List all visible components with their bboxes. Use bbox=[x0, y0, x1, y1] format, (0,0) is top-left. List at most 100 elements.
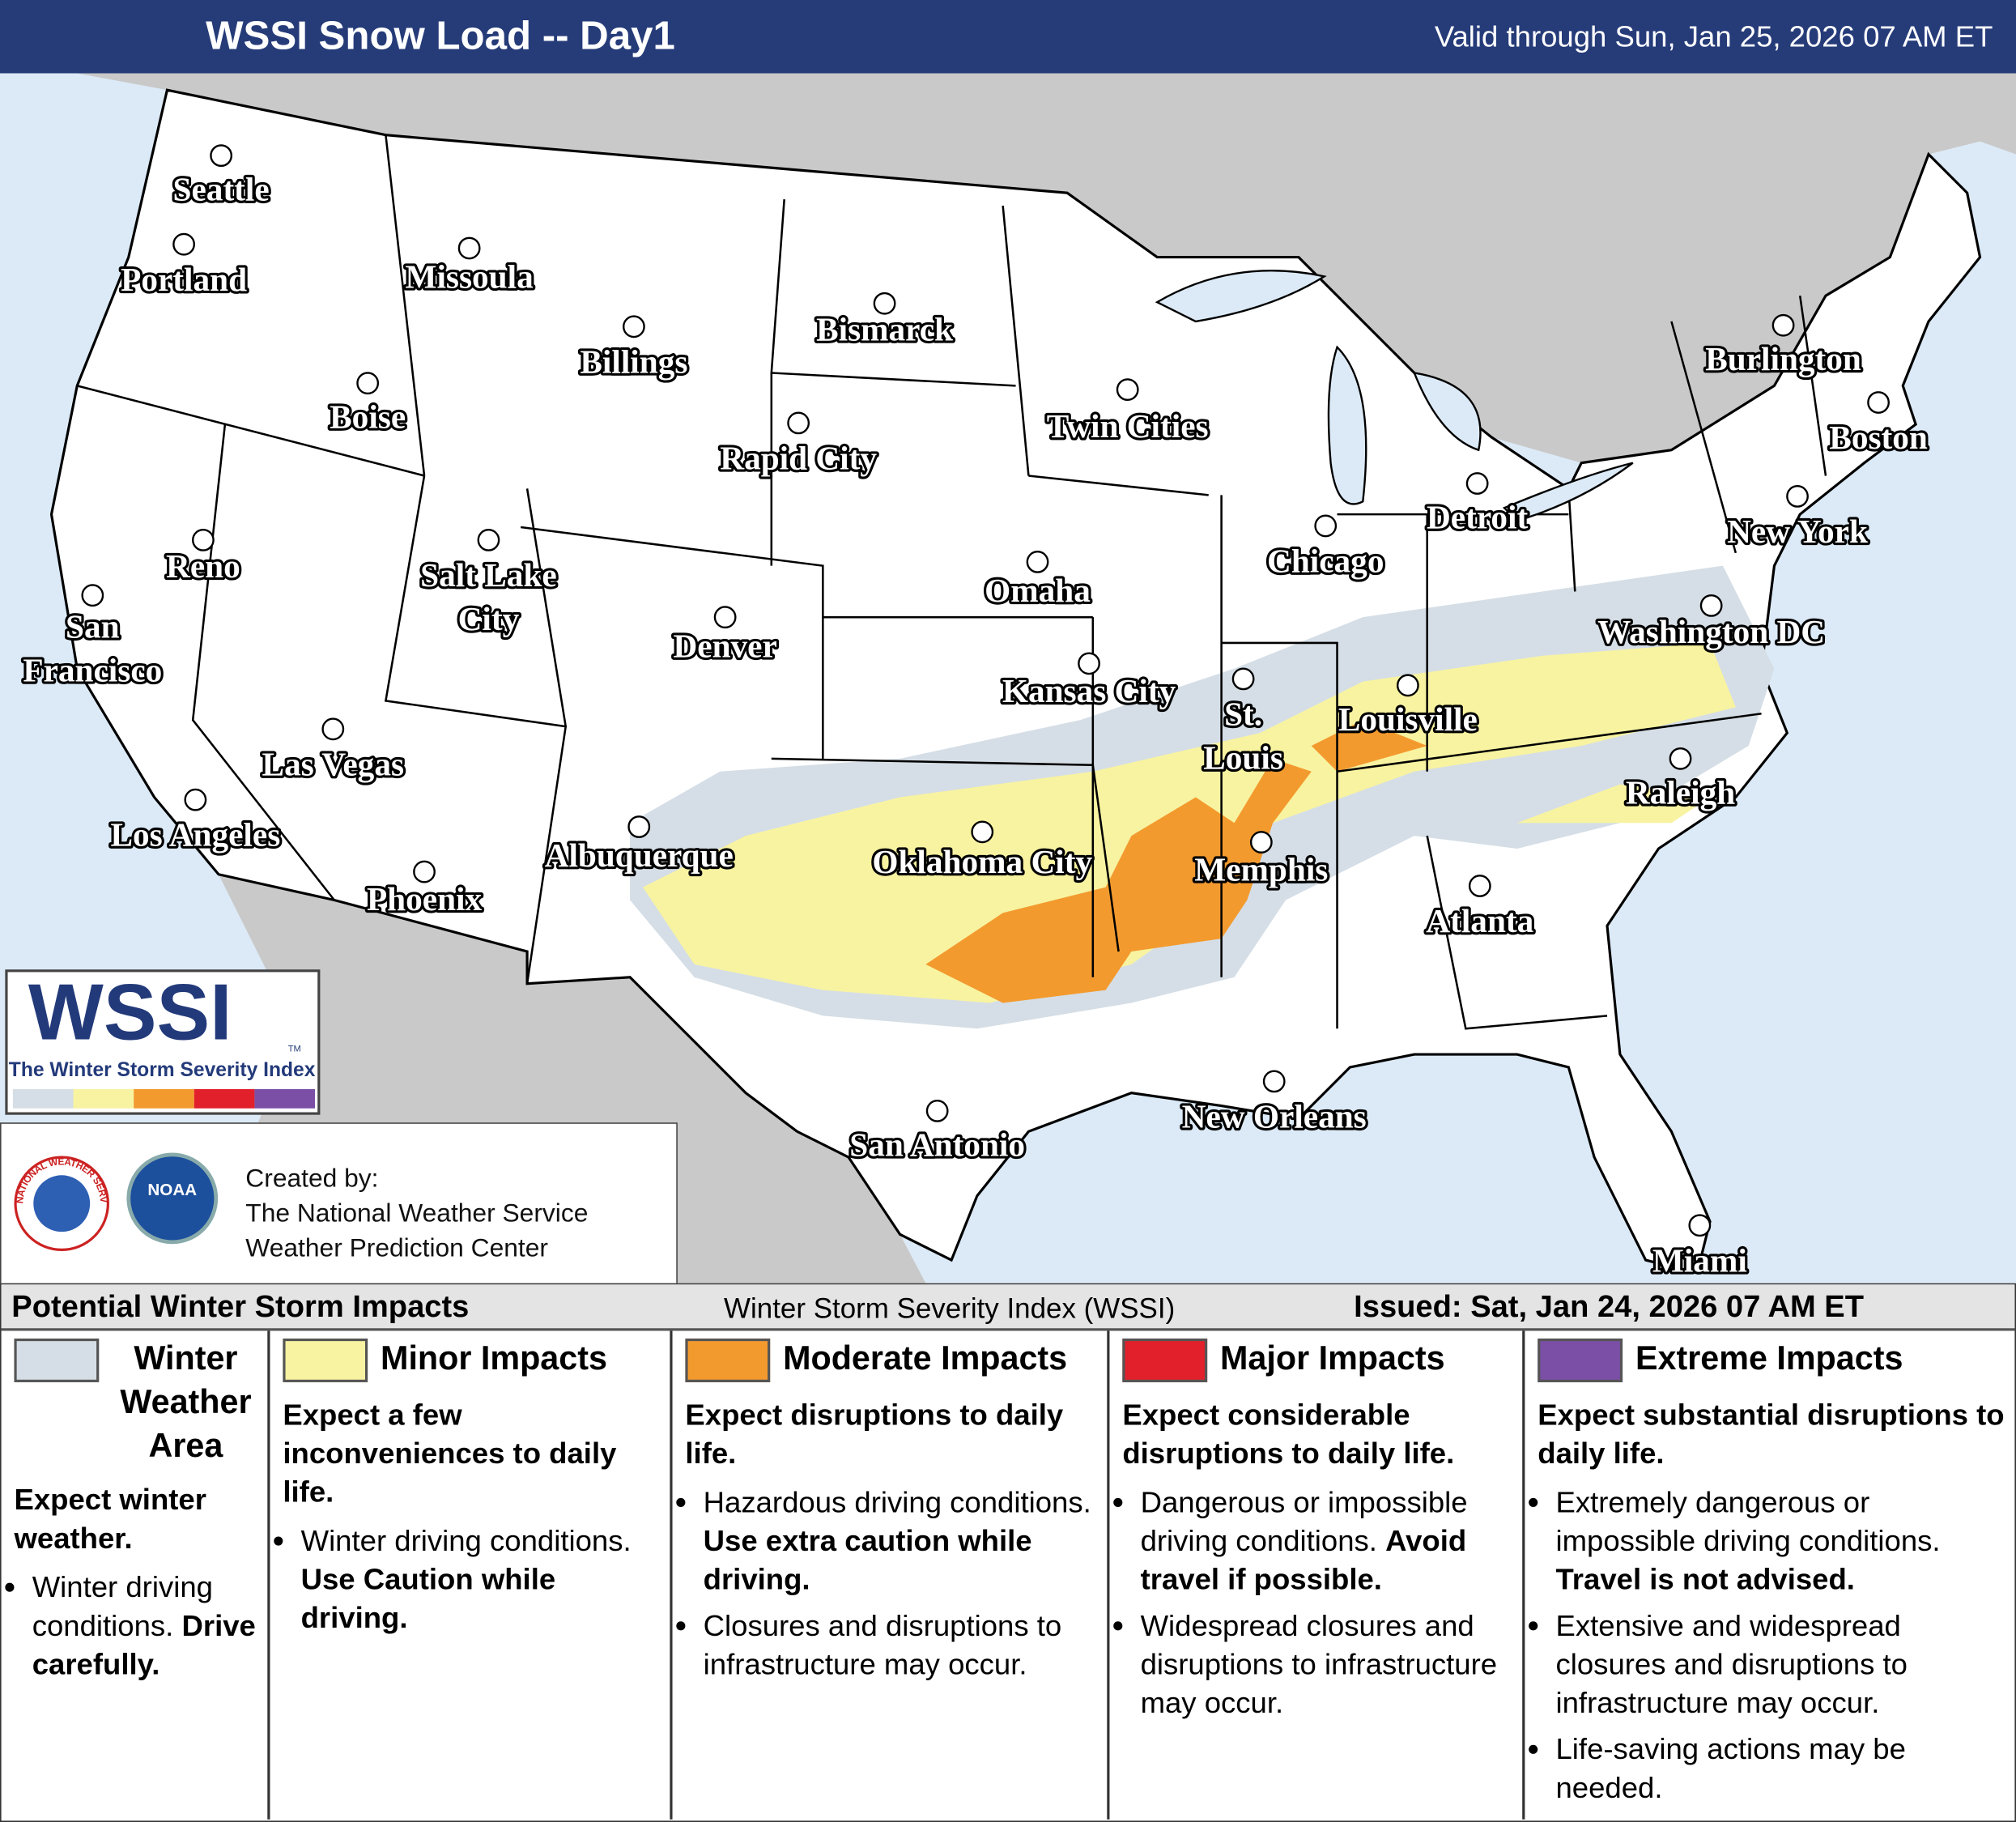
legend-bullet: Dangerous or impossible driving conditio… bbox=[1141, 1483, 1515, 1599]
city-label: San bbox=[66, 608, 120, 645]
city-marker bbox=[925, 1100, 949, 1122]
lake bbox=[1502, 462, 1634, 522]
legend-key: Major Impacts bbox=[1122, 1338, 1514, 1382]
legend-swatch bbox=[283, 1338, 368, 1382]
state-line bbox=[1567, 488, 1576, 592]
noaa-seal bbox=[126, 1152, 219, 1245]
city-label: Phoenix bbox=[367, 880, 483, 917]
city-label: Rapid City bbox=[720, 440, 877, 477]
city-marker bbox=[1468, 875, 1491, 897]
state-line bbox=[191, 424, 335, 901]
legend-bullets: Winter driving conditions. Use Caution w… bbox=[283, 1521, 661, 1637]
city-marker bbox=[1699, 594, 1723, 617]
logo-color bbox=[134, 1088, 194, 1109]
city-label: New York bbox=[1727, 513, 1868, 550]
city-label: Twin Cities bbox=[1047, 407, 1209, 445]
city-label: Seattle bbox=[173, 171, 270, 208]
state-line bbox=[1028, 475, 1209, 496]
city-label: St. bbox=[1224, 695, 1262, 732]
city-marker bbox=[1867, 391, 1890, 414]
city-label: Billings bbox=[580, 343, 687, 380]
moderate-area bbox=[1311, 720, 1427, 772]
city-marker bbox=[1231, 667, 1255, 691]
city-label: Missoula bbox=[406, 258, 534, 296]
legend-column: Winter Weather Area Expect winter weather… bbox=[2, 1330, 268, 1819]
legend-bullet: Extremely dangerous or impossible drivin… bbox=[1555, 1483, 2006, 1599]
bullet-emphasis: Drive carefully. bbox=[32, 1608, 256, 1681]
city-label: New Orleans bbox=[1182, 1097, 1367, 1134]
city-marker bbox=[172, 232, 195, 256]
city-label: San Antonio bbox=[849, 1126, 1025, 1163]
bullet-text: Hazardous driving conditions. bbox=[703, 1484, 1091, 1519]
bullet-emphasis: Travel is not advised. bbox=[1555, 1562, 1855, 1596]
city-marker bbox=[1262, 1070, 1286, 1093]
city-label: Washington DC bbox=[1597, 613, 1825, 650]
city-marker bbox=[622, 315, 645, 338]
city-marker bbox=[1771, 313, 1795, 337]
city-label: Memphis bbox=[1194, 851, 1328, 888]
city-label: Atlanta bbox=[1426, 902, 1533, 939]
state-line bbox=[1670, 321, 1737, 554]
legend-swatch bbox=[14, 1338, 100, 1382]
lake bbox=[1155, 270, 1327, 323]
legend-bullet: Hazardous driving conditions. Use extra … bbox=[704, 1483, 1099, 1599]
city-label: Miami bbox=[1652, 1241, 1747, 1279]
legend-bullets: Dangerous or impossible driving conditio… bbox=[1122, 1483, 1514, 1722]
legend-summary: Expect winter weather. bbox=[14, 1482, 206, 1555]
city-label: Louis bbox=[1203, 739, 1283, 776]
city-marker bbox=[1314, 514, 1338, 538]
logo-mark: TM bbox=[288, 1045, 301, 1054]
legend-name: Major Impacts bbox=[1220, 1338, 1445, 1377]
bullet-emphasis: Use Caution while driving. bbox=[300, 1562, 556, 1635]
city-marker bbox=[477, 529, 500, 551]
moderate-area bbox=[925, 758, 1312, 1003]
city-marker bbox=[321, 717, 345, 741]
us-land bbox=[49, 88, 1982, 1275]
nws-inner bbox=[33, 1175, 91, 1232]
legend-column: Minor Impacts Expect a few inconveniences… bbox=[267, 1330, 670, 1820]
city-marker bbox=[1116, 378, 1139, 402]
created-by: Created by: bbox=[245, 1164, 379, 1194]
map: WSSI Snow Load -- Day1 Valid through Sun,… bbox=[0, 0, 2016, 1283]
logo-name: WSSI bbox=[28, 968, 232, 1057]
state-line bbox=[1798, 296, 1827, 476]
city-marker bbox=[1249, 831, 1273, 854]
state-line bbox=[520, 526, 824, 759]
logo-color bbox=[254, 1088, 316, 1109]
city-label: Raleigh bbox=[1626, 773, 1735, 811]
map-title: WSSI Snow Load -- Day1 bbox=[206, 14, 675, 58]
city-marker bbox=[413, 860, 436, 883]
state-line bbox=[76, 385, 425, 477]
bullet-text: Widespread closures and disruptions to i… bbox=[1140, 1608, 1498, 1719]
logo-color bbox=[194, 1088, 255, 1109]
legend-summary: Expect a few inconveniences to daily lif… bbox=[283, 1398, 617, 1509]
legend-bullet: Closures and disruptions to infrastructu… bbox=[704, 1606, 1099, 1683]
logo-color bbox=[12, 1088, 74, 1109]
city-marker bbox=[356, 372, 380, 395]
bullet-text: Closures and disruptions to infrastructu… bbox=[703, 1608, 1062, 1681]
logo-color bbox=[73, 1088, 134, 1109]
bullet-emphasis: Use extra caution while driving. bbox=[703, 1523, 1032, 1596]
legend-key: Extreme Impacts bbox=[1538, 1338, 2007, 1382]
city-label: Los Angeles bbox=[110, 816, 280, 854]
city-marker bbox=[1026, 551, 1049, 573]
bullet-text: Life-saving actions may be needed. bbox=[1555, 1731, 1906, 1804]
city-label: Detroit bbox=[1427, 499, 1529, 536]
legend-name: Extreme Impacts bbox=[1635, 1338, 1903, 1377]
legend-bullets: Hazardous driving conditions. Use extra … bbox=[685, 1483, 1099, 1684]
city-label: Portland bbox=[121, 261, 247, 298]
legend-bullet: Extensive and widespread closures and di… bbox=[1555, 1606, 2006, 1722]
city-label: Bismarck bbox=[816, 311, 953, 348]
legend-title: Potential Winter Storm Impacts bbox=[11, 1289, 470, 1325]
state-line bbox=[771, 757, 1120, 952]
legend-bullets: Winter driving conditions. Drive careful… bbox=[14, 1568, 259, 1684]
bullet-text: Dangerous or impossible driving conditio… bbox=[1140, 1484, 1468, 1557]
legend-name: Minor Impacts bbox=[381, 1338, 607, 1377]
city-label: Omaha bbox=[985, 572, 1091, 609]
city-label: Louisville bbox=[1338, 700, 1478, 738]
bullet-text: Winter driving conditions. bbox=[32, 1569, 213, 1642]
legend-bullets: Extremely dangerous or impossible drivin… bbox=[1538, 1483, 2007, 1807]
city-marker bbox=[184, 788, 207, 811]
city-label: Denver bbox=[673, 627, 776, 664]
city-label: Reno bbox=[166, 547, 240, 585]
